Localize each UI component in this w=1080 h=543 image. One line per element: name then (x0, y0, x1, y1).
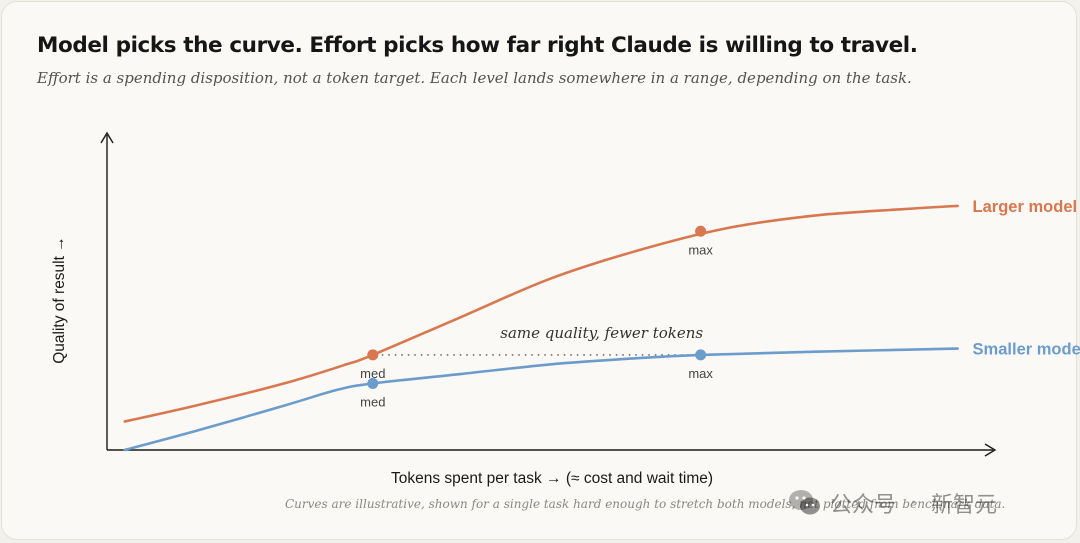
marker-larger-max (695, 225, 707, 237)
series-label-larger-model: Larger model (973, 198, 1078, 216)
x-axis-arrowhead (984, 443, 997, 457)
chart-title: Model picks the curve. Effort picks how … (37, 33, 918, 58)
marker-label-smaller-max: max (688, 366, 713, 381)
wechat-icon (789, 490, 820, 515)
x-axis-label: Tokens spent per task → (≈ cost and wait… (391, 470, 713, 487)
marker-label-smaller-med: med (360, 394, 385, 409)
marker-smaller-max (695, 349, 707, 361)
chart-subtitle: Effort is a spending disposition, not a … (37, 69, 912, 87)
y-axis-arrowhead (100, 131, 114, 144)
series-line-larger-model (123, 204, 959, 423)
watermark-account: 公众号 (830, 493, 897, 518)
watermark: 公众号 · 新智元 (788, 487, 997, 519)
annotation-same-quality: same quality, fewer tokens (500, 324, 703, 342)
series-line-smaller-model (123, 347, 959, 452)
footnote: Curves are illustrative, shown for a sin… (285, 497, 1005, 511)
watermark-brand: 新智元 (931, 493, 998, 518)
y-axis-label: Quality of result → (51, 236, 68, 364)
marker-label-larger-max: max (688, 242, 713, 257)
watermark-separator: · (910, 490, 918, 516)
marker-label-larger-med: med (360, 366, 385, 381)
marker-larger-med (367, 349, 379, 361)
series-label-smaller-model: Smaller model (973, 341, 1080, 359)
marker-smaller-med (367, 377, 379, 389)
